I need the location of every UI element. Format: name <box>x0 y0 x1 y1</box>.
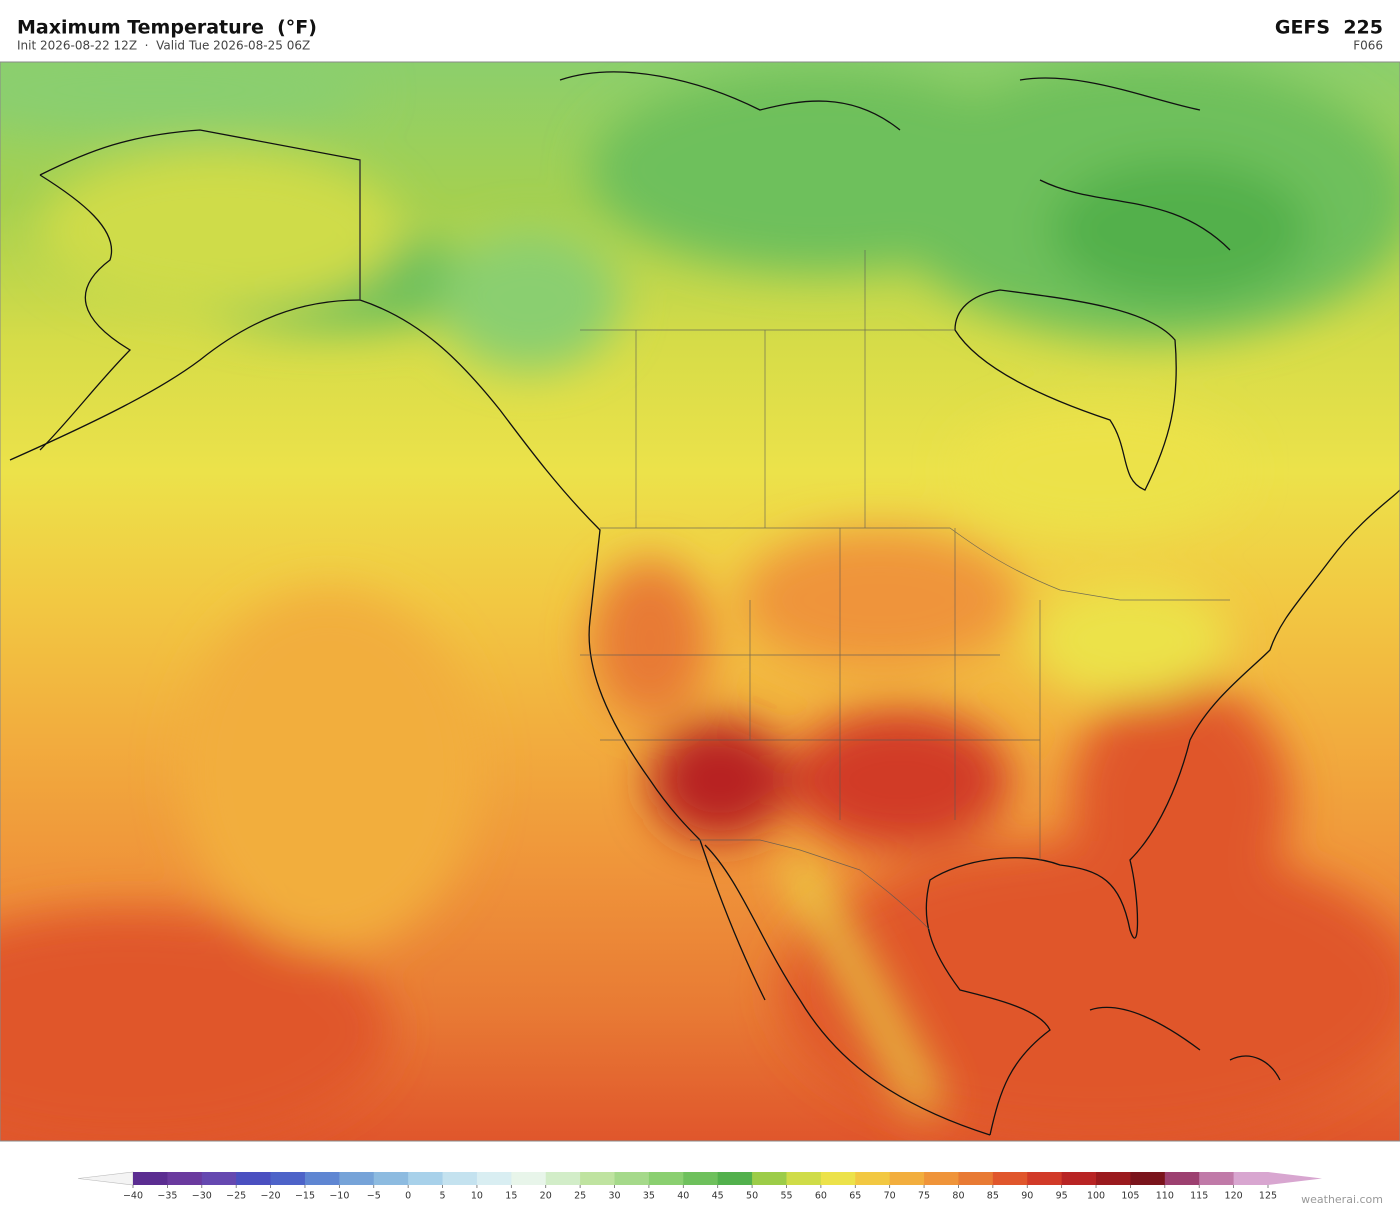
colorbar-bin <box>1061 1172 1097 1185</box>
colorbar-bin <box>133 1172 168 1185</box>
title: Maximum Temperature (°F) <box>17 17 317 39</box>
colorbar-tick-label: 105 <box>1121 1191 1139 1202</box>
colorbar-tick-label: −5 <box>367 1191 381 1202</box>
colorbar-tick-label: 20 <box>540 1191 552 1202</box>
colorbar-bin <box>717 1172 753 1185</box>
colorbar-bin <box>924 1172 959 1185</box>
map <box>0 62 1400 1141</box>
colorbar-bin <box>408 1172 444 1185</box>
colorbar-tick-label: 10 <box>471 1191 483 1202</box>
temperature-patches <box>0 62 1400 1141</box>
colorbar-tick-label: 70 <box>884 1191 896 1202</box>
colorbar-tick-label: 30 <box>608 1191 620 1202</box>
colorbar-tick-label: 50 <box>746 1191 758 1202</box>
colorbar-tick-label: −40 <box>123 1191 143 1202</box>
subtitle: Init 2026-08-22 12Z · Valid Tue 2026-08-… <box>17 39 310 53</box>
colorbar-tick-label: 120 <box>1225 1191 1243 1202</box>
colorbar-tick-label: 25 <box>574 1191 586 1202</box>
forecast-hour: F066 <box>1353 39 1383 53</box>
colorbar-bin <box>614 1172 650 1185</box>
map-frame <box>0 61 1400 1142</box>
colorbar-tick-label: −35 <box>157 1191 177 1202</box>
colorbar-tick-label: 100 <box>1087 1191 1105 1202</box>
colorbar-tick-label: −30 <box>192 1191 212 1202</box>
colorbar-tick-label: 90 <box>1021 1191 1033 1202</box>
colorbar-tick-label: −20 <box>261 1191 281 1202</box>
colorbar-bin <box>1130 1172 1166 1185</box>
colorbar-tick-label: −15 <box>295 1191 315 1202</box>
colorbar-bin <box>648 1172 684 1185</box>
colorbar-tick-label: 60 <box>815 1191 827 1202</box>
colorbar-tick-label: 80 <box>952 1191 964 1202</box>
colorbar-bin <box>1164 1172 1200 1185</box>
colorbar-tick-label: 85 <box>987 1191 999 1202</box>
model-label: GEFS 225 <box>1275 17 1383 39</box>
colorbar-bin <box>992 1172 1028 1185</box>
colorbar-bin <box>167 1172 203 1185</box>
colorbar-bin <box>442 1172 478 1185</box>
colorbar-tick-label: 40 <box>677 1191 689 1202</box>
colorbar-bin <box>855 1172 891 1185</box>
colorbar-tick-label: 15 <box>505 1191 517 1202</box>
colorbar-tick-label: 55 <box>780 1191 792 1202</box>
borders <box>359 160 1230 931</box>
colorbar-tick-label: 5 <box>440 1191 446 1202</box>
colorbar-tick-label: 75 <box>918 1191 930 1202</box>
watermark: weatherai.com <box>1301 1193 1383 1206</box>
colorbar-tick-label: 115 <box>1190 1191 1208 1202</box>
colorbar-bin <box>786 1172 822 1185</box>
colorbar-tick-label: 0 <box>405 1191 411 1202</box>
colorbar-bin <box>201 1172 237 1185</box>
colorbar-bin <box>1199 1172 1235 1185</box>
colorbar-bin <box>1096 1172 1131 1185</box>
colorbar-bin <box>304 1172 340 1185</box>
colorbar-bin <box>373 1172 409 1185</box>
colorbar-bin <box>236 1172 272 1185</box>
coastlines <box>9 71 1400 1136</box>
colorbar-bin <box>752 1172 787 1185</box>
colorbar-tick-label: 45 <box>712 1191 724 1202</box>
colorbar-bin <box>683 1172 719 1185</box>
colorbar-tick-label: 65 <box>849 1191 861 1202</box>
colorbar-bin <box>1233 1172 1269 1185</box>
colorbar-bin <box>476 1172 512 1185</box>
colorbar-bin <box>511 1172 547 1185</box>
colorbar-tick-label: 110 <box>1156 1191 1174 1202</box>
colorbar-tick-label: 125 <box>1259 1191 1277 1202</box>
colorbar-bin <box>958 1172 994 1185</box>
colorbar-bin <box>820 1172 856 1185</box>
colorbar-tick-label: 95 <box>1056 1191 1068 1202</box>
colorbar-over <box>1268 1172 1322 1185</box>
colorbar-bin <box>580 1172 616 1185</box>
colorbar-tick-label: 35 <box>643 1191 655 1202</box>
colorbar: −40 −35 −30 −25 −20 −15 −10 −5 0 5 10 15 20 25 30 35 40 4… <box>77 1171 1322 1202</box>
colorbar-bin <box>545 1172 581 1185</box>
colorbar-bin <box>339 1172 375 1185</box>
colorbar-bin <box>270 1172 306 1185</box>
colorbar-bin <box>1027 1172 1063 1185</box>
colorbar-bin <box>889 1172 925 1185</box>
colorbar-tick-label: −25 <box>226 1191 246 1202</box>
colorbar-tick-label: −10 <box>329 1191 349 1202</box>
